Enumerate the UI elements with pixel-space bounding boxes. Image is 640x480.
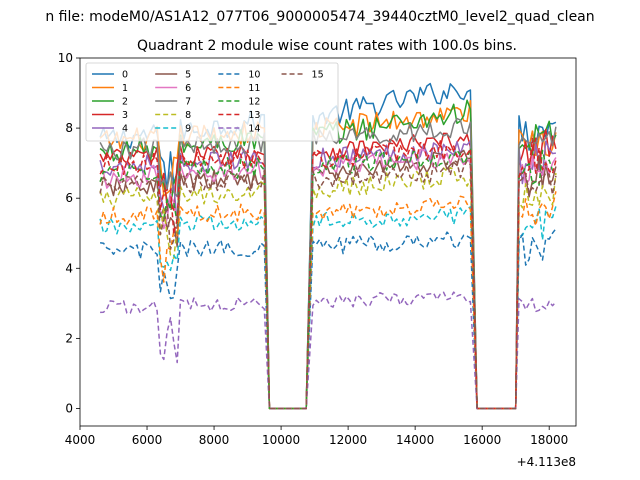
legend-label-15: 15 bbox=[312, 70, 324, 81]
legend-label-4: 4 bbox=[122, 124, 128, 135]
y-tick-label: 2 bbox=[65, 331, 73, 345]
legend-label-8: 8 bbox=[185, 110, 191, 121]
y-tick-label: 0 bbox=[65, 401, 73, 415]
legend-label-14: 14 bbox=[248, 124, 260, 135]
series-line-9 bbox=[99, 206, 557, 410]
x-tick-label: 6000 bbox=[132, 433, 163, 447]
plot-frame bbox=[79, 57, 577, 427]
series-line-6 bbox=[99, 148, 557, 410]
series-line-14 bbox=[100, 291, 557, 410]
legend-label-10: 10 bbox=[248, 70, 260, 81]
x-tick-label: 4000 bbox=[65, 433, 96, 447]
series-line-12 bbox=[99, 147, 556, 410]
series-line-8 bbox=[99, 166, 557, 410]
series-line-1 bbox=[99, 99, 557, 410]
x-axis: 4000 6000 8000 10000 12000 14000 16000 18000 bbox=[65, 426, 568, 447]
figure-suptitle: n file: modeM0/AS1A12_077T06_9000005474_… bbox=[45, 9, 594, 25]
series-line-5 bbox=[99, 149, 557, 410]
legend-label-0: 0 bbox=[122, 70, 128, 81]
y-tick-label: 6 bbox=[65, 191, 73, 205]
legend-label-11: 11 bbox=[248, 83, 260, 94]
legend-label-9: 9 bbox=[185, 124, 191, 135]
y-tick-label: 8 bbox=[65, 121, 73, 135]
legend-box bbox=[85, 62, 339, 142]
x-tick-label: 18000 bbox=[530, 433, 568, 447]
series-line-11 bbox=[99, 191, 557, 410]
series-line-2 bbox=[99, 99, 557, 410]
series-line-13 bbox=[99, 137, 557, 410]
chart-title: Quadrant 2 module wise count rates with … bbox=[137, 38, 517, 54]
series-line-15 bbox=[99, 159, 557, 410]
legend-label-6: 6 bbox=[185, 83, 191, 94]
legend-label-5: 5 bbox=[185, 70, 191, 81]
y-tick-label: 10 bbox=[58, 51, 73, 65]
y-axis: 0 2 4 6 8 10 bbox=[58, 51, 80, 415]
x-tick-label: 12000 bbox=[329, 433, 367, 447]
series-line-10 bbox=[99, 228, 557, 410]
legend-label-1: 1 bbox=[122, 83, 128, 94]
legend-label-7: 7 bbox=[185, 97, 191, 108]
x-tick-label: 16000 bbox=[463, 433, 501, 447]
x-offset-label: +4.113e8 bbox=[517, 455, 576, 469]
y-tick-label: 4 bbox=[65, 261, 73, 275]
legend-label-13: 13 bbox=[248, 110, 260, 121]
x-tick-label: 10000 bbox=[262, 433, 300, 447]
x-tick-label: 8000 bbox=[199, 433, 230, 447]
legend-label-2: 2 bbox=[122, 97, 128, 108]
series-layer bbox=[99, 82, 557, 410]
legend-label-12: 12 bbox=[248, 97, 260, 108]
legend-label-3: 3 bbox=[122, 110, 128, 121]
x-tick-label: 14000 bbox=[396, 433, 434, 447]
